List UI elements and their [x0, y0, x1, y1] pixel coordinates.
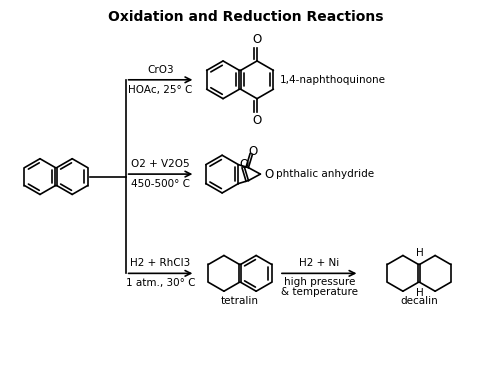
Text: & temperature: & temperature [281, 287, 358, 297]
Text: phthalic anhydride: phthalic anhydride [276, 169, 374, 179]
Text: 450-500° C: 450-500° C [131, 179, 190, 189]
Text: CrO3: CrO3 [147, 65, 174, 75]
Text: 1,4-naphthoquinone: 1,4-naphthoquinone [280, 75, 386, 85]
Text: tetralin: tetralin [221, 296, 259, 306]
Text: O: O [239, 158, 248, 171]
Text: O: O [264, 168, 274, 181]
Text: decalin: decalin [400, 296, 438, 306]
Text: H: H [416, 248, 423, 258]
Text: O: O [248, 145, 258, 158]
Text: 1 atm., 30° C: 1 atm., 30° C [126, 278, 195, 288]
Text: Oxidation and Reduction Reactions: Oxidation and Reduction Reactions [108, 10, 384, 24]
Text: H2 + Ni: H2 + Ni [299, 258, 339, 269]
Text: O: O [252, 33, 262, 46]
Text: O: O [252, 114, 262, 126]
Text: HOAc, 25° C: HOAc, 25° C [128, 85, 193, 95]
Text: high pressure: high pressure [283, 278, 355, 287]
Text: H2 + RhCl3: H2 + RhCl3 [130, 258, 191, 269]
Text: H: H [416, 288, 423, 298]
Text: O2 + V2O5: O2 + V2O5 [131, 159, 190, 169]
